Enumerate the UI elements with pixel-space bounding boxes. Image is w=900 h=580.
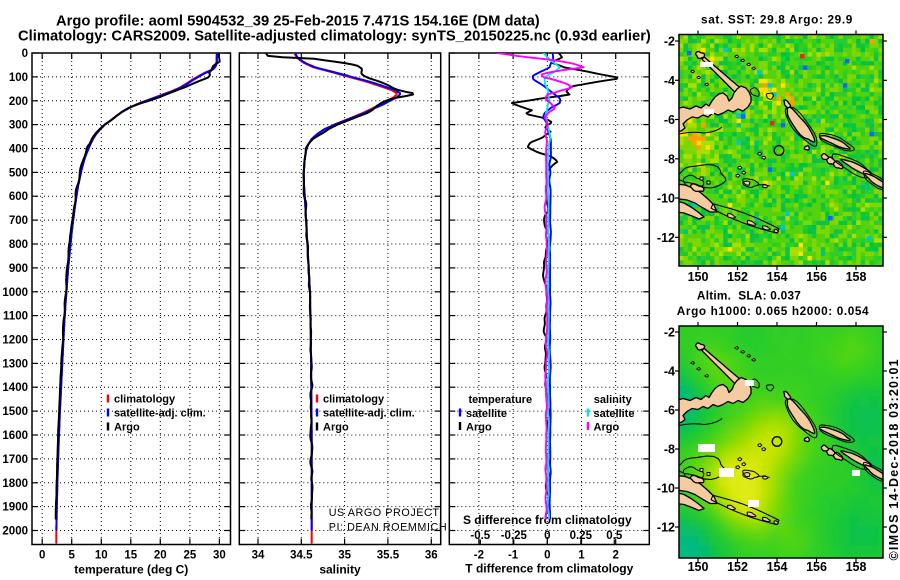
svg-text:satellite: satellite (466, 408, 507, 420)
svg-text:-4: -4 (664, 74, 675, 88)
svg-text:700: 700 (9, 215, 28, 227)
svg-text:158: 158 (846, 270, 867, 284)
svg-text:-4: -4 (664, 365, 675, 379)
svg-text:satellite: satellite (594, 408, 635, 420)
svg-text:10: 10 (95, 550, 108, 562)
svg-text:Argo: Argo (594, 422, 620, 434)
svg-text:150: 150 (688, 270, 709, 284)
svg-text:1800: 1800 (2, 478, 28, 490)
svg-text:150: 150 (688, 560, 709, 574)
svg-text:Climatology: CARS2009. Satelli: Climatology: CARS2009. Satellite-adjuste… (18, 29, 651, 45)
svg-text:©IMOS 14-Dec-2018 03:20:01: ©IMOS 14-Dec-2018 03:20:01 (887, 358, 900, 560)
svg-text:-6: -6 (664, 113, 675, 127)
svg-text:25: 25 (184, 550, 197, 562)
svg-text:PI: DEAN ROEMMICH: PI: DEAN ROEMMICH (329, 522, 448, 534)
svg-text:600: 600 (9, 191, 28, 203)
svg-text:Altim. SLA: 0.037: Altim. SLA: 0.037 (697, 289, 801, 303)
svg-text:158: 158 (846, 560, 867, 574)
svg-text:temperature (deg C): temperature (deg C) (74, 563, 188, 577)
svg-text:200: 200 (9, 96, 28, 108)
svg-text:20: 20 (154, 550, 167, 562)
svg-text:US ARGO PROJECT: US ARGO PROJECT (329, 507, 440, 519)
svg-text:15: 15 (124, 550, 137, 562)
svg-text:climatology: climatology (114, 394, 176, 406)
svg-text:Argo: Argo (114, 422, 140, 434)
svg-text:-0.5: -0.5 (470, 530, 490, 542)
svg-text:1100: 1100 (3, 311, 28, 323)
svg-text:1700: 1700 (2, 454, 28, 466)
svg-text:1: 1 (578, 550, 585, 562)
svg-text:154: 154 (767, 270, 788, 284)
svg-text:35.5: 35.5 (377, 550, 400, 562)
svg-text:100: 100 (9, 72, 28, 84)
svg-text:-10: -10 (657, 482, 675, 496)
svg-text:500: 500 (9, 167, 28, 179)
svg-text:satellite-adj. clim.: satellite-adj. clim. (323, 408, 415, 420)
svg-text:2: 2 (612, 550, 618, 562)
svg-text:climatology: climatology (323, 394, 385, 406)
svg-text:1300: 1300 (2, 358, 28, 370)
svg-text:-10: -10 (657, 192, 675, 206)
svg-text:800: 800 (9, 239, 28, 251)
svg-text:900: 900 (9, 263, 28, 275)
svg-text:sat. SST: 29.8 Argo: 29.9: sat. SST: 29.8 Argo: 29.9 (701, 13, 853, 27)
svg-text:-2: -2 (474, 550, 484, 562)
svg-text:0.25: 0.25 (570, 530, 593, 542)
svg-text:-6: -6 (664, 404, 675, 418)
svg-text:1400: 1400 (2, 382, 28, 394)
svg-text:Argo: Argo (466, 422, 492, 434)
svg-text:2000: 2000 (2, 526, 28, 538)
svg-text:temperature: temperature (469, 394, 533, 406)
svg-text:30: 30 (213, 550, 226, 562)
svg-text:1900: 1900 (2, 502, 28, 514)
svg-text:300: 300 (9, 120, 28, 132)
svg-text:T difference from climatology: T difference from climatology (465, 562, 633, 576)
svg-text:salinity: salinity (319, 563, 361, 577)
svg-text:-1: -1 (508, 550, 519, 562)
svg-text:salinity: salinity (594, 394, 633, 406)
svg-text:-2: -2 (664, 35, 675, 49)
svg-text:0: 0 (39, 550, 45, 562)
svg-text:-12: -12 (657, 231, 675, 245)
svg-text:-8: -8 (664, 152, 675, 166)
svg-text:156: 156 (806, 270, 827, 284)
svg-text:-8: -8 (664, 443, 675, 457)
svg-text:400: 400 (9, 144, 28, 156)
svg-text:35: 35 (338, 550, 351, 562)
svg-text:0.5: 0.5 (606, 530, 623, 542)
svg-text:1500: 1500 (2, 406, 28, 418)
svg-text:152: 152 (727, 560, 748, 574)
svg-text:36: 36 (425, 550, 438, 562)
svg-text:satellite-adj. clim.: satellite-adj. clim. (114, 408, 206, 420)
svg-text:Argo h1000: 0.065 h2000: 0.054: Argo h1000: 0.065 h2000: 0.054 (677, 304, 869, 318)
svg-text:0: 0 (22, 48, 28, 60)
svg-text:-0.25: -0.25 (501, 530, 528, 542)
svg-text:34: 34 (252, 550, 265, 562)
svg-text:1000: 1000 (2, 287, 28, 299)
svg-text:S difference from climatology: S difference from climatology (463, 513, 632, 527)
svg-text:156: 156 (806, 560, 827, 574)
svg-text:34.5: 34.5 (290, 550, 313, 562)
svg-text:152: 152 (727, 270, 748, 284)
svg-text:Argo: Argo (323, 422, 349, 434)
svg-text:Argo profile: aoml 5904532_39: Argo profile: aoml 5904532_39 25-Feb-201… (56, 14, 540, 30)
svg-text:-12: -12 (657, 521, 675, 535)
svg-text:0: 0 (544, 530, 550, 542)
svg-text:1200: 1200 (2, 335, 28, 347)
svg-text:154: 154 (767, 560, 788, 574)
svg-text:-2: -2 (664, 326, 675, 340)
svg-text:0: 0 (544, 550, 550, 562)
svg-text:5: 5 (68, 550, 75, 562)
svg-text:1600: 1600 (2, 430, 28, 442)
